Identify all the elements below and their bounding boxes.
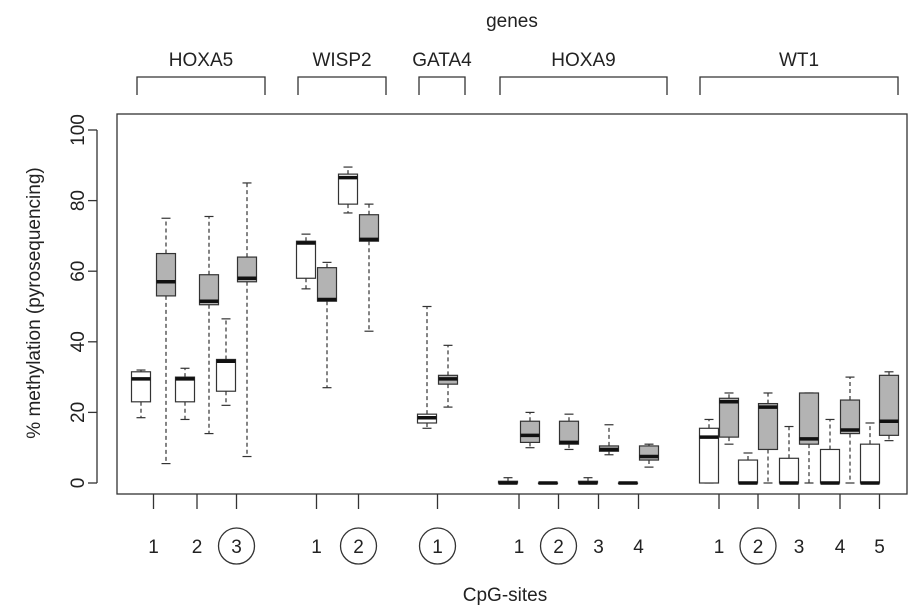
box-wisp2-1-white xyxy=(295,233,317,290)
site-label-wt1-2: 2 xyxy=(753,537,764,558)
box-body-hoxa9-2-gray xyxy=(558,420,580,445)
box-body-hoxa9-1-gray xyxy=(519,420,541,444)
site-label-hoxa9-1: 1 xyxy=(514,537,525,558)
site-label-hoxa9-4: 4 xyxy=(633,537,644,558)
box-body-hoxa5-3-gray xyxy=(236,256,258,283)
site-circle-wisp2-2 xyxy=(339,527,378,565)
box-hoxa5-2-gray xyxy=(198,215,220,435)
chart-title: genes xyxy=(486,11,538,32)
box-hoxa5-1-gray xyxy=(155,217,177,465)
box-wt1-2-white xyxy=(737,452,759,485)
y-tick-label-100: 100 xyxy=(68,114,89,146)
box-body-wisp2-2-white xyxy=(337,173,359,205)
box-wt1-1-white xyxy=(698,418,720,484)
gene-label-hoxa9: HOXA9 xyxy=(551,50,615,71)
gene-label-gata4: GATA4 xyxy=(412,50,472,71)
site-label-wt1-1: 1 xyxy=(714,537,725,558)
box-wt1-1-gray xyxy=(718,392,740,445)
site-label-wisp2-2: 2 xyxy=(353,537,364,558)
box-wt1-3-gray xyxy=(798,392,820,484)
box-group xyxy=(130,166,900,485)
box-body-wt1-1-gray xyxy=(718,397,740,438)
box-hoxa9-1-white xyxy=(497,477,519,485)
y-tick-label-80: 80 xyxy=(68,190,89,211)
y-axis: 0 20 40 60 80 100 xyxy=(68,114,98,489)
box-body-wisp2-1-white xyxy=(295,240,317,279)
gene-brackets: HOXA5 WISP2 GATA4 HOXA9 WT1 xyxy=(136,50,899,95)
site-label-gata4-1: 1 xyxy=(432,537,443,558)
box-body-wisp2-1-gray xyxy=(316,267,338,302)
box-body-wt1-5-gray xyxy=(878,374,900,436)
box-body-hoxa5-2-white xyxy=(174,376,196,403)
site-label-hoxa9-3: 3 xyxy=(593,537,604,558)
box-wt1-4-gray xyxy=(839,376,861,484)
box-hoxa9-1-gray xyxy=(519,411,541,449)
box-wisp2-2-gray xyxy=(358,203,380,332)
y-tick-label-60: 60 xyxy=(68,261,89,282)
site-labels: 1 2 3 1 2 1 1 2 3 4 1 2 3 4 5 xyxy=(148,494,885,565)
box-hoxa9-2-white xyxy=(537,481,559,485)
box-body-wt1-2-gray xyxy=(757,402,779,451)
box-hoxa9-2-gray xyxy=(558,413,580,451)
y-tick-label-20: 20 xyxy=(68,402,89,423)
site-label-wt1-4: 4 xyxy=(835,537,846,558)
box-wt1-5-gray xyxy=(878,371,900,442)
box-body-hoxa5-2-gray xyxy=(198,274,220,306)
box-wt1-5-white xyxy=(859,422,881,485)
box-gata4-1-gray xyxy=(437,344,459,408)
box-body-wt1-4-white xyxy=(819,448,841,484)
gene-bracket-gata4 xyxy=(418,76,466,95)
box-hoxa9-3-gray xyxy=(598,424,620,456)
box-body-hoxa5-1-white xyxy=(130,371,152,403)
box-wt1-2-gray xyxy=(757,392,779,484)
gene-label-hoxa5: HOXA5 xyxy=(169,50,233,71)
box-body-wt1-3-white xyxy=(778,457,800,484)
site-label-wisp2-1: 1 xyxy=(311,537,322,558)
gene-bracket-wt1 xyxy=(699,76,899,95)
plot-frame xyxy=(116,113,908,495)
y-axis-label: % methylation (pyrosequencing) xyxy=(24,167,45,438)
box-body-wisp2-2-gray xyxy=(358,214,380,242)
box-hoxa9-3-white xyxy=(577,477,599,485)
box-wisp2-1-gray xyxy=(316,261,338,389)
site-circle-hoxa5-3 xyxy=(217,527,256,565)
box-hoxa5-1-white xyxy=(130,369,152,419)
box-hoxa5-2-white xyxy=(174,367,196,421)
gene-label-wisp2: WISP2 xyxy=(312,50,371,71)
box-body-wt1-2-white xyxy=(737,459,759,484)
gene-label-wt1: WT1 xyxy=(779,50,819,71)
box-gata4-1-white xyxy=(416,305,438,429)
site-label-hoxa5-1: 1 xyxy=(148,537,159,558)
site-label-hoxa5-2: 2 xyxy=(192,537,203,558)
gene-bracket-hoxa9 xyxy=(499,76,668,95)
site-label-hoxa9-2: 2 xyxy=(553,537,564,558)
box-hoxa5-3-gray xyxy=(236,182,258,458)
box-hoxa9-4-gray xyxy=(638,443,660,468)
box-body-wt1-4-gray xyxy=(839,399,861,435)
site-circle-hoxa9-2 xyxy=(539,527,578,565)
box-body-hoxa5-3-white xyxy=(215,358,237,392)
gene-bracket-hoxa5 xyxy=(136,76,266,95)
site-label-hoxa5-3: 3 xyxy=(231,537,242,558)
site-circle-wt1-2 xyxy=(739,527,777,565)
box-hoxa9-4-white xyxy=(617,481,639,485)
box-body-wt1-1-white xyxy=(698,427,720,484)
box-wt1-3-white xyxy=(778,425,800,485)
site-label-wt1-3: 3 xyxy=(794,537,805,558)
box-body-wt1-3-gray xyxy=(798,392,820,445)
x-axis-label: CpG-sites xyxy=(463,585,547,606)
y-tick-label-0: 0 xyxy=(68,478,89,489)
gene-bracket-wisp2 xyxy=(297,76,387,95)
y-tick-label-40: 40 xyxy=(68,331,89,352)
box-hoxa5-3-white xyxy=(215,318,237,406)
site-circle-gata4-1 xyxy=(418,527,457,565)
box-body-wt1-5-white xyxy=(859,443,881,484)
box-body-hoxa5-1-gray xyxy=(155,252,177,297)
site-label-wt1-5: 5 xyxy=(874,537,885,558)
box-wt1-4-white xyxy=(819,418,841,485)
box-wisp2-2-white xyxy=(337,166,359,214)
